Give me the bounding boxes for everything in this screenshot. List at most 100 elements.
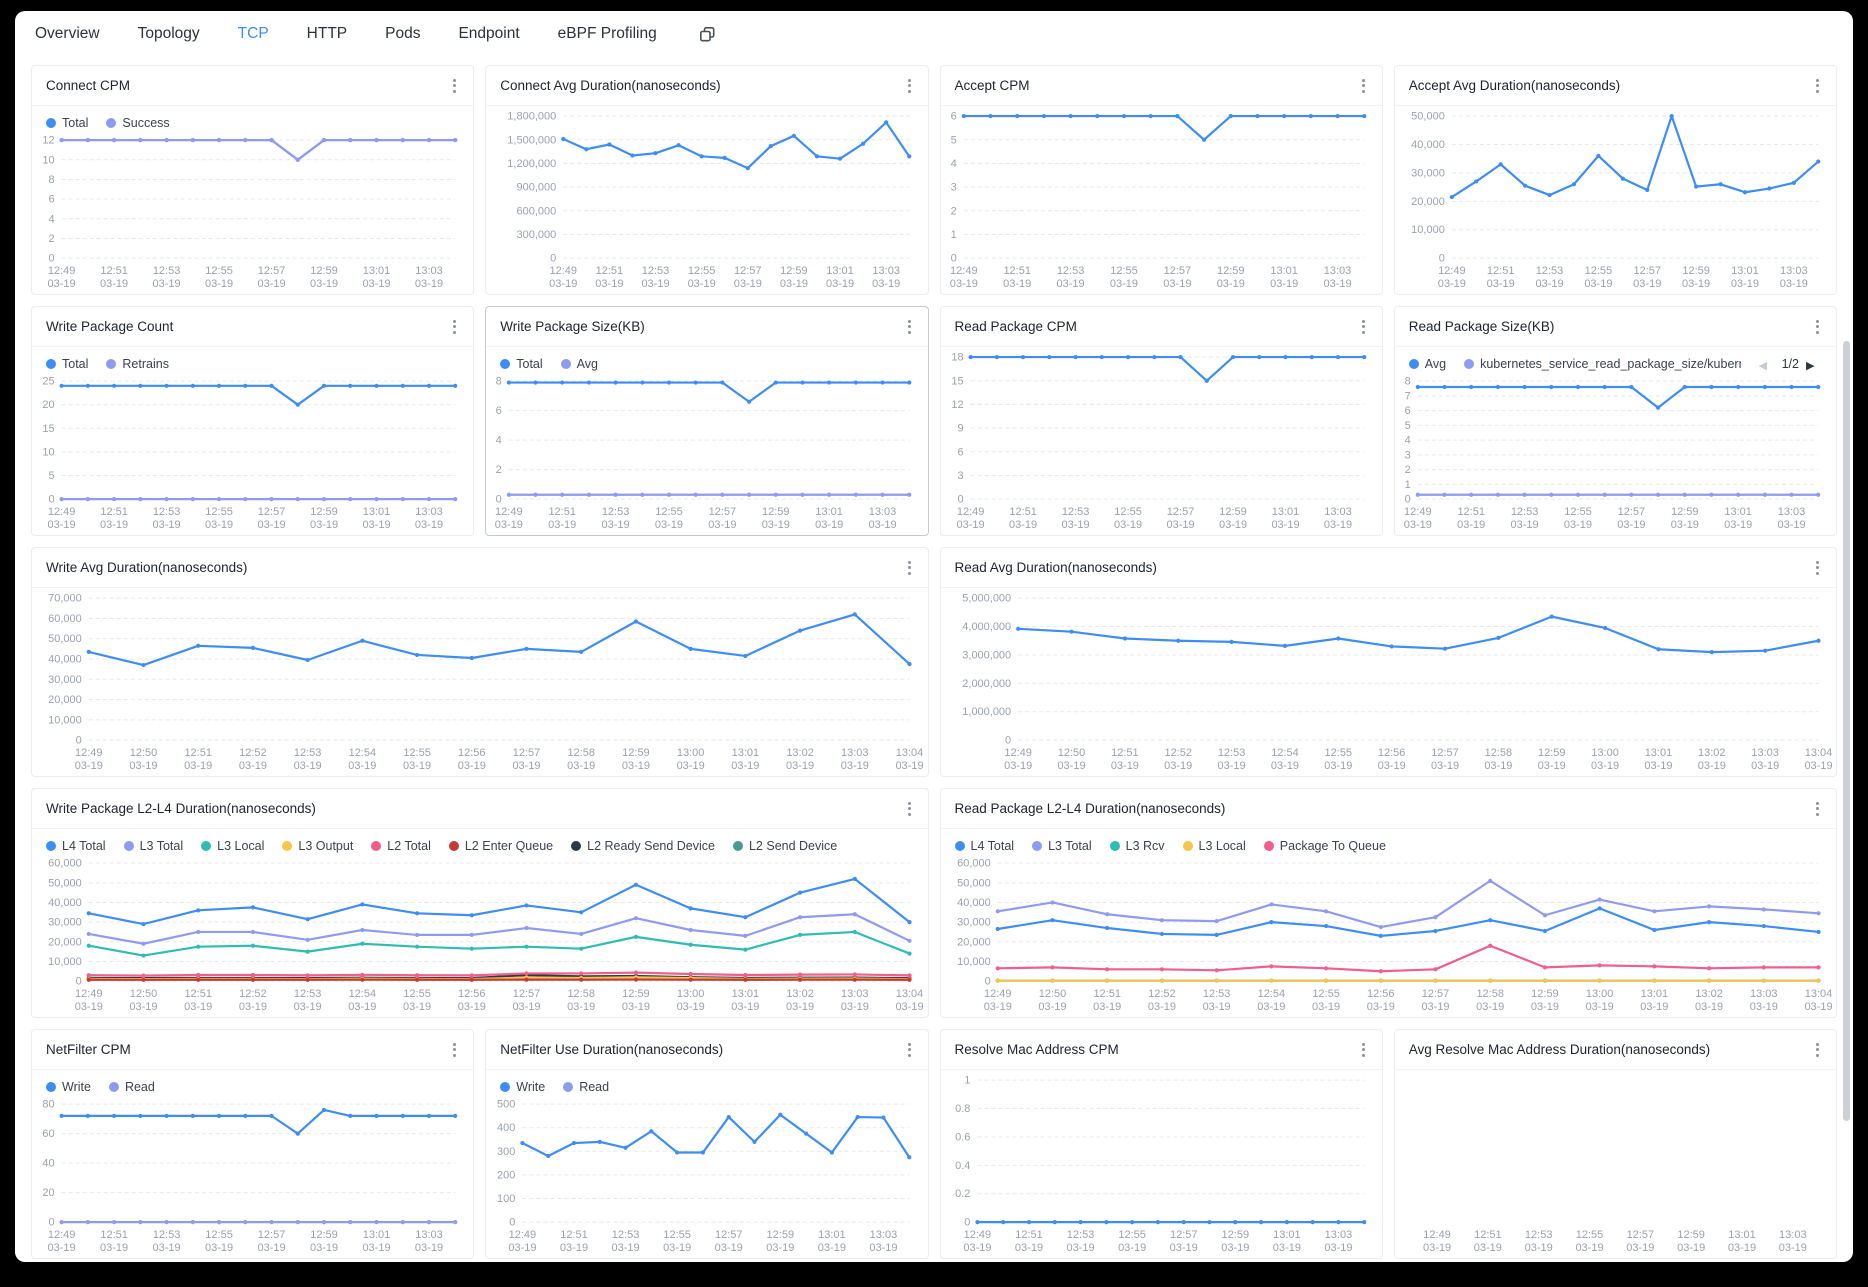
more-menu-icon[interactable] <box>450 316 459 338</box>
svg-text:03-19: 03-19 <box>841 760 869 772</box>
more-menu-icon[interactable] <box>905 75 914 97</box>
legend-item-l3-output[interactable]: L3 Output <box>282 839 353 853</box>
legend-item-write[interactable]: Write <box>46 1080 91 1094</box>
more-menu-icon[interactable] <box>1813 1039 1822 1061</box>
svg-text:03-19: 03-19 <box>48 1242 76 1254</box>
svg-text:03-19: 03-19 <box>1324 1242 1352 1254</box>
svg-text:12:59: 12:59 <box>1537 747 1565 759</box>
more-menu-icon[interactable] <box>1359 316 1368 338</box>
legend-item-retrains[interactable]: Retrains <box>106 357 169 371</box>
legend-item-package-to-queue[interactable]: Package To Queue <box>1263 839 1386 853</box>
svg-text:12:49: 12:49 <box>75 747 102 759</box>
legend-item-l3-total[interactable]: L3 Total <box>1032 839 1092 853</box>
legend-item-avg[interactable]: Avg <box>1408 357 1446 371</box>
svg-text:0.2: 0.2 <box>955 1188 970 1200</box>
more-menu-icon[interactable] <box>905 798 914 820</box>
svg-text:20: 20 <box>42 1187 54 1199</box>
legend-item-l2-total[interactable]: L2 Total <box>371 839 431 853</box>
legend-item-read[interactable]: Read <box>108 1080 155 1094</box>
svg-text:12:57: 12:57 <box>1421 988 1449 1000</box>
legend-item-l3-local[interactable]: L3 Local <box>201 839 264 853</box>
svg-text:03-19: 03-19 <box>1682 278 1710 290</box>
scrollbar-thumb[interactable] <box>1843 341 1850 1121</box>
svg-text:03-19: 03-19 <box>1056 278 1084 290</box>
svg-text:03-19: 03-19 <box>415 1242 443 1254</box>
chart-title: Write Package Size(KB) <box>500 319 645 335</box>
legend-item-l2-enter-queue[interactable]: L2 Enter Queue <box>448 839 553 853</box>
svg-text:0.6: 0.6 <box>955 1131 970 1143</box>
svg-text:03-19: 03-19 <box>458 1001 486 1013</box>
svg-text:12:57: 12:57 <box>513 747 541 759</box>
chart-card-read-package-size-kb: Read Package Size(KB) Avg kubernetes_serv… <box>1393 306 1837 536</box>
legend-item-kubernetes-service-read-package-size-kubernetes[interactable]: kubernetes_service_read_package_size/kub… <box>1464 357 1741 371</box>
legend-dot <box>46 117 56 128</box>
svg-text:03-19: 03-19 <box>1728 1242 1756 1254</box>
legend-item-total[interactable]: Total <box>46 116 88 130</box>
chart-title: Connect Avg Duration(nanoseconds) <box>500 78 721 94</box>
svg-text:03-19: 03-19 <box>1217 760 1245 772</box>
tab-endpoint[interactable]: Endpoint <box>458 25 520 42</box>
legend-dot <box>571 840 582 851</box>
svg-text:03-19: 03-19 <box>1323 519 1351 531</box>
chart-plot: 051015202512:4903-1912:5103-1912:5303-19… <box>42 375 458 531</box>
svg-text:03-19: 03-19 <box>1057 760 1085 772</box>
chart-plot: 02040608012:4903-1912:5103-1912:5303-191… <box>42 1098 458 1254</box>
svg-text:03-19: 03-19 <box>677 1001 705 1013</box>
svg-text:03-19: 03-19 <box>1118 1242 1146 1254</box>
legend-item-l4-total[interactable]: L4 Total <box>954 839 1014 853</box>
legend-dot <box>1408 358 1419 369</box>
chart-card-header: NetFilter Use Duration(nanoseconds) <box>486 1030 928 1070</box>
svg-text:12:49: 12:49 <box>984 988 1012 1000</box>
legend-item-l2-send-device[interactable]: L2 Send Device <box>732 839 837 853</box>
pager-prev-icon[interactable]: ◀ <box>1758 359 1768 372</box>
svg-text:03-19: 03-19 <box>415 519 443 531</box>
svg-text:12:59: 12:59 <box>622 747 650 759</box>
more-menu-icon[interactable] <box>1813 316 1822 338</box>
more-menu-icon[interactable] <box>905 557 914 579</box>
more-menu-icon[interactable] <box>1359 1039 1368 1061</box>
more-menu-icon[interactable] <box>905 316 914 338</box>
tab-overview[interactable]: Overview <box>35 25 100 42</box>
svg-text:12:53: 12:53 <box>1202 988 1230 1000</box>
legend-item-l3-total[interactable]: L3 Total <box>123 839 183 853</box>
svg-text:60,000: 60,000 <box>48 613 82 625</box>
legend-item-l3-rcv[interactable]: L3 Rcv <box>1109 839 1165 853</box>
more-menu-icon[interactable] <box>450 75 459 97</box>
svg-text:03-19: 03-19 <box>560 1242 588 1254</box>
chart-card-header: Avg Resolve Mac Address Duration(nanosec… <box>1394 1030 1836 1070</box>
more-menu-icon[interactable] <box>1813 75 1822 97</box>
legend-item-l4-total[interactable]: L4 Total <box>46 839 106 853</box>
tab-tcp[interactable]: TCP <box>237 25 269 42</box>
svg-text:03-19: 03-19 <box>1474 1242 1502 1254</box>
pager-next-icon[interactable]: ▶ <box>1806 359 1815 372</box>
more-menu-icon[interactable] <box>1359 75 1368 97</box>
svg-text:03-19: 03-19 <box>1312 1001 1340 1013</box>
tab-ebpf-profiling[interactable]: eBPF Profiling <box>557 25 657 42</box>
tab-topology[interactable]: Topology <box>137 25 200 42</box>
svg-text:03-19: 03-19 <box>1093 1001 1121 1013</box>
dashboard-switch-icon[interactable] <box>699 26 716 43</box>
svg-text:12:49: 12:49 <box>75 988 102 1000</box>
more-menu-icon[interactable] <box>1813 557 1822 579</box>
svg-text:03-19: 03-19 <box>153 278 181 290</box>
legend-item-avg[interactable]: Avg <box>560 357 598 371</box>
more-menu-icon[interactable] <box>905 1039 914 1061</box>
legend-item-l2-ready-send-device[interactable]: L2 Ready Send Device <box>571 839 715 853</box>
legend-item-read[interactable]: Read <box>563 1080 609 1094</box>
svg-text:12:55: 12:55 <box>1324 747 1351 759</box>
legend-item-total[interactable]: Total <box>46 357 88 371</box>
legend-item-success[interactable]: Success <box>106 116 170 130</box>
legend-item-total[interactable]: Total <box>500 357 543 371</box>
svg-text:12:54: 12:54 <box>349 747 376 759</box>
svg-text:03-19: 03-19 <box>1038 1001 1066 1013</box>
tab-http[interactable]: HTTP <box>306 25 348 42</box>
svg-text:8: 8 <box>1404 375 1410 387</box>
svg-text:03-19: 03-19 <box>1166 519 1194 531</box>
legend-item-write[interactable]: Write <box>500 1080 545 1094</box>
more-menu-icon[interactable] <box>450 1039 459 1061</box>
svg-text:13:04: 13:04 <box>896 747 924 759</box>
more-menu-icon[interactable] <box>1813 798 1822 820</box>
tab-pods[interactable]: Pods <box>385 25 421 42</box>
svg-text:12:53: 12:53 <box>294 988 321 1000</box>
legend-item-l3-local[interactable]: L3 Local <box>1182 839 1246 853</box>
